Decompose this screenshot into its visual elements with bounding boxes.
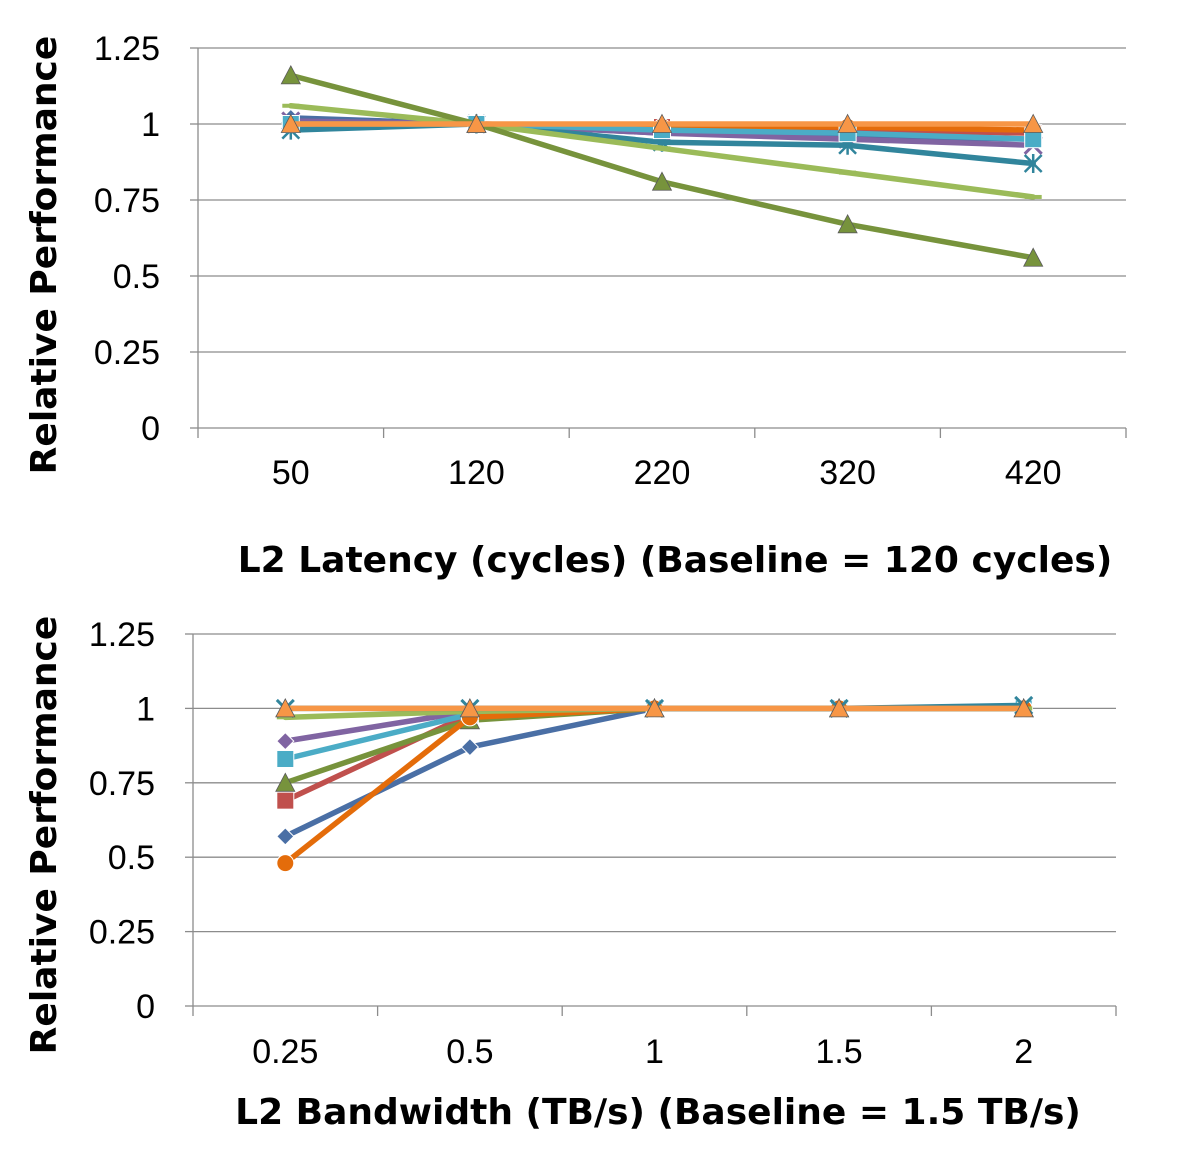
- data-point: [466, 113, 487, 133]
- y-tick-label: 0.75: [94, 182, 160, 220]
- data-point: [644, 698, 665, 718]
- data-point: [459, 698, 481, 718]
- y-tick-label: 1: [141, 106, 160, 144]
- x-tick-label: 220: [634, 454, 691, 492]
- y-axis-title: Relative Performance: [24, 616, 65, 1055]
- y-tick-label: 1.25: [89, 616, 155, 654]
- data-point: [276, 854, 295, 873]
- data-point: [1024, 194, 1042, 199]
- y-tick-label: 1.25: [94, 30, 160, 68]
- data-point: [275, 698, 296, 718]
- data-point: [1013, 698, 1034, 718]
- series-7: [280, 65, 1044, 267]
- y-tick-label: 0.75: [89, 765, 155, 803]
- y-tick-label: 1: [136, 690, 155, 728]
- data-point: [282, 103, 300, 108]
- data-point: [837, 213, 858, 234]
- x-tick-label: 1: [645, 1033, 664, 1071]
- data-point: [1024, 130, 1043, 149]
- x-tick-label: 0.25: [252, 1033, 318, 1071]
- data-point: [837, 113, 858, 133]
- series-8: [275, 698, 1034, 718]
- y-tick-label: 0.25: [94, 334, 160, 372]
- series-line: [288, 72, 1036, 261]
- x-axis-title: L2 Latency (cycles) (Baseline = 120 cycl…: [238, 540, 1113, 581]
- x-tick-label: 1.5: [815, 1033, 862, 1071]
- data-point: [460, 737, 480, 757]
- data-point: [275, 772, 296, 792]
- data-point: [276, 731, 295, 751]
- data-point: [1023, 154, 1043, 174]
- x-axis-title: L2 Bandwidth (TB/s) (Baseline = 1.5 TB/s…: [235, 1092, 1081, 1133]
- data-point: [276, 715, 294, 720]
- x-tick-label: 420: [1005, 454, 1062, 492]
- y-tick-label: 0.25: [89, 914, 155, 952]
- data-point: [280, 113, 301, 133]
- series-8: [280, 113, 1044, 133]
- data-point: [1023, 247, 1044, 267]
- data-point: [280, 65, 301, 85]
- y-tick-label: 0.5: [113, 258, 160, 296]
- x-tick-label: 0.5: [446, 1033, 493, 1071]
- x-tick-label: 2: [1014, 1033, 1033, 1071]
- y-tick-label: 0: [136, 988, 155, 1026]
- x-tick-label: 120: [448, 454, 505, 492]
- data-point: [276, 749, 295, 768]
- y-tick-label: 0: [141, 410, 160, 448]
- data-point: [1023, 113, 1044, 133]
- series-line: [282, 705, 1027, 786]
- x-tick-label: 50: [272, 454, 310, 492]
- data-point: [651, 113, 673, 133]
- x-tick-label: 320: [819, 454, 876, 492]
- data-point: [276, 791, 295, 810]
- data-point: [651, 171, 673, 191]
- y-tick-label: 0.5: [108, 839, 155, 877]
- data-point: [276, 827, 295, 846]
- latency-chart: 0 0.25 0.5 0.75 1 1.25 50 120 220 320 420 Relative …: [24, 30, 1127, 581]
- y-axis-title: Relative Performance: [24, 36, 65, 475]
- data-point: [839, 170, 857, 175]
- data-point: [653, 146, 671, 151]
- data-point: [828, 698, 850, 718]
- bandwidth-chart: 0 0.25 0.5 0.75 1 1.25 0.25 0.5 1 1.5 2 Relative Pe…: [24, 616, 1117, 1133]
